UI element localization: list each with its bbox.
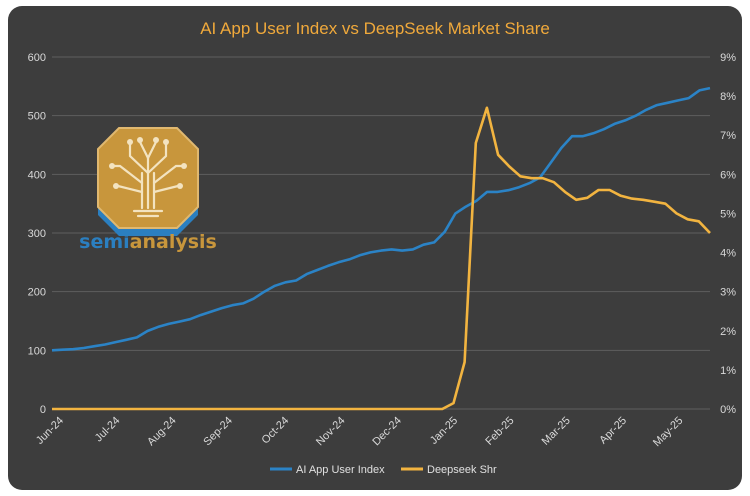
chart-card: AI App User Index vs DeepSeek Market Sha… <box>8 6 742 490</box>
y-right-tick-label: 0% <box>720 404 736 416</box>
y-axis-right: 0% 1% 2% 3% 4% 5% 6% 7% 8% 9% <box>720 52 736 416</box>
series-line-ai-app-user-index <box>51 86 711 352</box>
legend-label-deepseek-shr: Deepseek Shr <box>427 464 497 476</box>
y-left-tick-label: 0 <box>40 404 46 416</box>
x-tick-label: Dec-24 <box>370 415 404 449</box>
y-right-tick-label: 5% <box>720 208 736 220</box>
x-tick-label: Aug-24 <box>145 415 179 449</box>
chart: AI App User Index vs DeepSeek Market Sha… <box>28 19 737 476</box>
y-right-tick-label: 2% <box>720 326 736 338</box>
x-tick-label: Nov-24 <box>314 415 348 449</box>
x-tick-label: Oct-24 <box>259 415 291 447</box>
y-axis-left: 0 100 200 300 400 500 600 <box>28 52 46 416</box>
y-left-tick-label: 300 <box>28 228 46 240</box>
y-right-tick-label: 3% <box>720 287 736 299</box>
chart-title: AI App User Index vs DeepSeek Market Sha… <box>200 19 550 38</box>
y-right-tick-label: 1% <box>720 365 736 377</box>
x-tick-label: Jun-24 <box>34 415 66 447</box>
legend-label-ai-app-user-index: AI App User Index <box>296 464 385 476</box>
y-left-tick-label: 500 <box>28 111 46 123</box>
legend: AI App User Index Deepseek Shr <box>270 464 497 476</box>
x-axis: Jun-24 Jul-24 Aug-24 Sep-24 Oct-24 Nov-24 Dec-… <box>34 415 686 449</box>
y-left-tick-label: 400 <box>28 169 46 181</box>
x-tick-label: Mar-25 <box>540 415 573 448</box>
y-left-tick-label: 200 <box>28 287 46 299</box>
y-left-tick-label: 100 <box>28 345 46 357</box>
y-right-tick-label: 7% <box>720 130 736 142</box>
x-tick-label: Jul-24 <box>93 415 123 445</box>
x-tick-label: Sep-24 <box>201 415 235 449</box>
y-right-tick-label: 9% <box>720 52 736 64</box>
y-left-tick-label: 600 <box>28 52 46 64</box>
x-tick-label: Jan-25 <box>428 415 460 447</box>
x-tick-label: Feb-25 <box>483 415 516 448</box>
y-right-tick-label: 4% <box>720 248 736 260</box>
logo-wordmark: semianalysis <box>79 231 217 253</box>
y-right-tick-label: 6% <box>720 169 736 181</box>
x-tick-label: Apr-25 <box>597 415 629 447</box>
tree-circuit-octagon-icon <box>97 127 199 236</box>
x-tick-label: May-25 <box>651 415 685 449</box>
series-line-deepseek-shr <box>52 106 711 411</box>
y-right-tick-label: 8% <box>720 91 736 103</box>
